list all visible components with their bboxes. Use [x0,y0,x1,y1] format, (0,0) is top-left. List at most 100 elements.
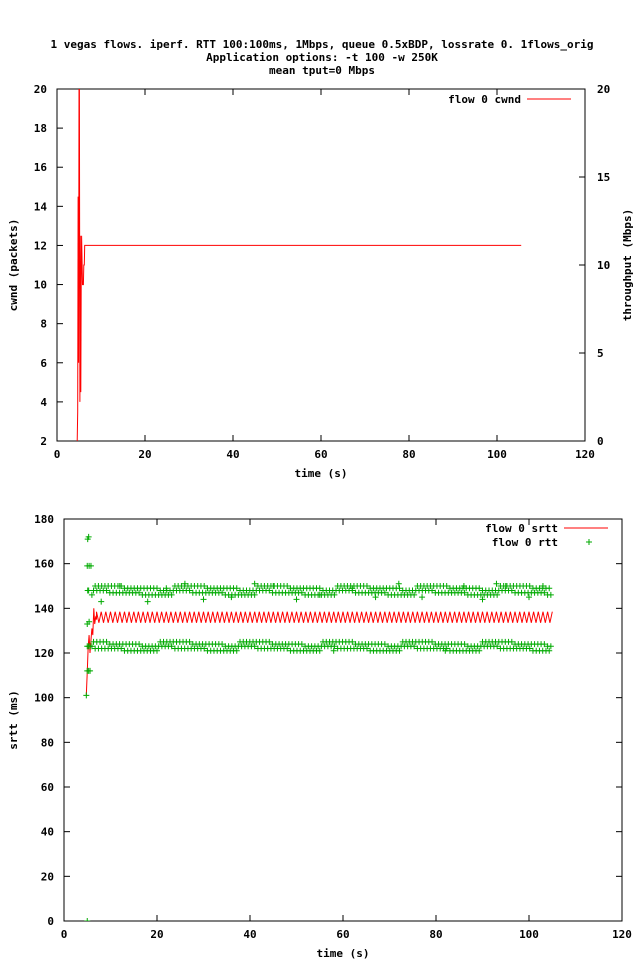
y-tick-label: 18 [34,122,47,135]
y-tick-label: 20 [34,83,47,96]
rtt-point [116,583,123,589]
rtt-point [186,587,193,594]
rtt-point [547,643,554,650]
rtt-point [136,589,143,596]
y-tick-label: 20 [41,870,54,883]
x-tick-label: 20 [138,448,151,461]
rtt-point [493,580,500,587]
rtt-point [181,580,188,587]
rtt-point [381,589,388,596]
rtt-point [411,591,418,598]
rtt-point [396,647,403,654]
rtt-point [363,583,370,589]
y-tick-label: 6 [40,357,47,370]
rtt-point [546,585,553,592]
rtt-point [233,647,240,654]
plot-area [76,89,522,441]
rtt-point [429,638,436,645]
rtt-point [88,591,95,598]
y-tick-label: 40 [41,826,54,839]
y2-tick-label: 10 [597,259,610,272]
x-tick-label: 40 [226,448,239,461]
y-tick-label: 80 [41,736,54,749]
y-tick-label: 60 [41,781,54,794]
y-tick-label: 10 [34,279,47,292]
rtt-point [363,645,370,652]
rtt-point [86,618,93,625]
rtt-point [233,585,240,592]
rtt-point [372,594,379,601]
rtt-point [476,647,483,654]
rtt-point [460,583,467,589]
y-axis-label: srtt (ms) [7,690,20,750]
x-tick-label: 60 [314,448,327,461]
rtt-point [186,638,193,645]
rtt-point [103,587,110,594]
legend-swatch-marker [586,539,592,545]
y-tick-label: 120 [34,647,54,660]
rtt-point [168,591,175,598]
title-line-2: Application options: -t 100 -w 250K [206,51,438,64]
rtt-point [200,596,207,603]
rtt-point [83,692,90,699]
rtt-point [298,641,305,648]
plot-frame [63,518,623,922]
rtt-point [219,589,226,596]
srtt-chart: 0 20 40 60 80 100 120 0 20 40 60 80 100 120 140 160 180 t… [7,513,632,960]
rtt-point [502,583,509,589]
rtt-point [526,594,532,601]
y2-axis-label: throughput (Mbps) [621,209,634,322]
x-tick-label: 80 [429,928,442,941]
rtt-point [201,645,208,652]
rtt-point [154,647,160,654]
y2-tick-label: 20 [597,83,610,96]
rtt-point [163,585,170,592]
rtt-point [316,591,323,598]
rtt-point [411,643,418,650]
y-tick-label: 0 [47,915,54,928]
rtt-point [293,596,300,603]
plot-area [83,533,554,921]
rtt-point [541,589,548,596]
y-tick-label: 180 [34,513,54,526]
rtt-point [316,585,323,592]
rtt-point [349,638,356,645]
rtt-point [103,638,110,645]
x-tick-label: 120 [575,448,595,461]
rtt-point [284,583,291,589]
rtt-point [88,643,95,650]
legend-label: flow 0 rtt [492,536,558,549]
rtt-point [429,587,436,594]
y-tick-label: 140 [34,602,54,615]
rtt-point [266,638,273,645]
rtt-point [168,643,175,650]
rtt-point [419,594,426,601]
rtt-point [270,583,277,589]
x-tick-label: 120 [612,928,632,941]
y2-tick-label: 15 [597,171,610,184]
series-line-flow-0-cwnd [76,89,522,441]
rtt-point [443,583,450,589]
x-axis-label: time (s) [295,467,348,480]
rtt-point [461,589,468,596]
rtt-point [476,585,483,592]
rtt-point [461,641,468,648]
legend-label: flow 0 srtt [485,522,558,535]
series-line-flow-0-srtt [85,608,553,696]
rtt-point [349,585,356,592]
legend-label: flow 0 cwnd [448,93,521,106]
rtt-point [201,583,208,589]
x-axis-label: time (s) [317,947,370,960]
rtt-point [84,918,91,921]
rtt-point [508,587,515,594]
rtt-point [395,580,402,587]
rtt-point [526,583,533,589]
x-tick-label: 20 [150,928,163,941]
y-tick-label: 2 [40,435,47,448]
rtt-point [442,647,449,654]
rtt-point [136,641,143,648]
y-tick-label: 16 [34,161,48,174]
rtt-point [316,647,323,654]
rtt-point [381,641,388,648]
rtt-point [98,598,105,605]
